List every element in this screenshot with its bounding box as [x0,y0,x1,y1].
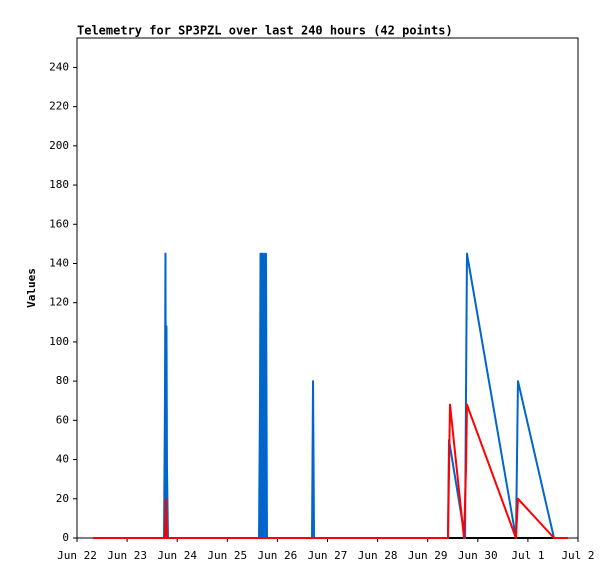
y-tick-label: 0 [62,531,69,544]
x-tick-label: Jun 23 [107,549,147,562]
y-tick-label: 140 [49,256,69,269]
y-tick-label: 60 [56,413,69,426]
y-tick-label: 20 [56,492,69,505]
x-tick-label: Jul 1 [511,549,544,562]
x-tick-label: Jun 26 [258,549,298,562]
x-tick-label: Jun 22 [57,549,97,562]
y-tick-label: 100 [49,335,69,348]
y-tick-label: 220 [49,100,69,113]
y-tick-label: 200 [49,139,69,152]
y-tick-label: 40 [56,453,69,466]
y-tick-label: 80 [56,374,69,387]
x-tick-label: Jun 27 [308,549,348,562]
x-tick-label: Jun 24 [157,549,197,562]
x-tick-label: Jun 29 [408,549,448,562]
y-tick-label: 180 [49,178,69,191]
y-axis-label: Values [25,268,38,308]
chart-title: Telemetry for SP3PZL over last 240 hours… [77,24,453,38]
x-tick-label: Jul 2 [561,549,594,562]
y-tick-label: 160 [49,217,69,230]
x-tick-label: Jun 28 [358,549,398,562]
y-tick-label: 240 [49,60,69,73]
series-line [92,403,568,539]
x-tick-label: Jun 30 [458,549,498,562]
y-tick-label: 120 [49,296,69,309]
x-tick-label: Jun 25 [207,549,247,562]
